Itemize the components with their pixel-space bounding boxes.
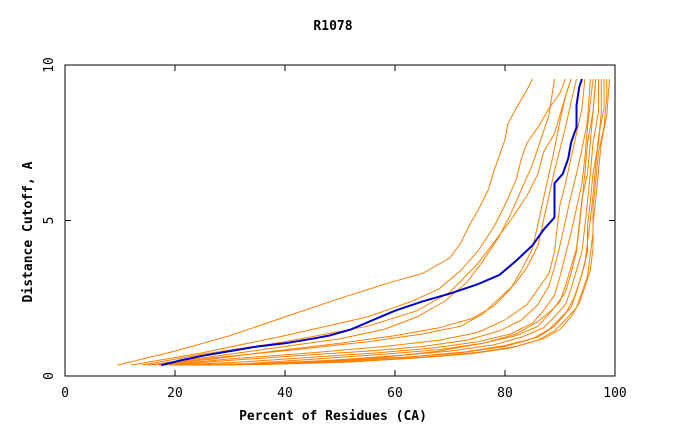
chart-title: R1078 — [313, 19, 352, 34]
series-line-8 — [180, 78, 597, 366]
series-line-7 — [174, 78, 594, 366]
highlighted-series-line — [161, 78, 583, 367]
plot-area-border — [64, 64, 616, 377]
series-line-2 — [130, 78, 566, 366]
x-tick-label: 60 — [387, 386, 403, 401]
x-tick-label: 20 — [167, 386, 183, 401]
series-line-5 — [163, 78, 586, 366]
x-axis-label: Percent of Residues (CA) — [239, 409, 427, 424]
y-tick-label: 5 — [42, 217, 57, 225]
y-tick-label: 10 — [42, 57, 57, 73]
series-line-16 — [147, 78, 555, 366]
series-line-4 — [152, 78, 577, 366]
x-tick-label: 40 — [277, 386, 293, 401]
series-line-15 — [158, 78, 572, 366]
x-tick-label: 80 — [497, 386, 513, 401]
y-axis-label: Distance Cutoff, A — [21, 161, 36, 302]
y-tick-label: 0 — [42, 372, 57, 380]
series-layer — [117, 78, 610, 366]
series-line-13 — [207, 78, 610, 366]
series-line-1 — [117, 78, 533, 366]
x-tick-label: 0 — [61, 386, 69, 401]
x-tick-label: 100 — [603, 386, 626, 401]
highlight-layer — [161, 78, 583, 367]
series-line-14 — [229, 78, 597, 366]
series-line-11 — [196, 79, 605, 366]
axes-layer: 0 20 40 60 80 100 0 5 10 — [42, 57, 627, 401]
series-line-6 — [169, 78, 591, 366]
series-line-10 — [191, 79, 602, 366]
